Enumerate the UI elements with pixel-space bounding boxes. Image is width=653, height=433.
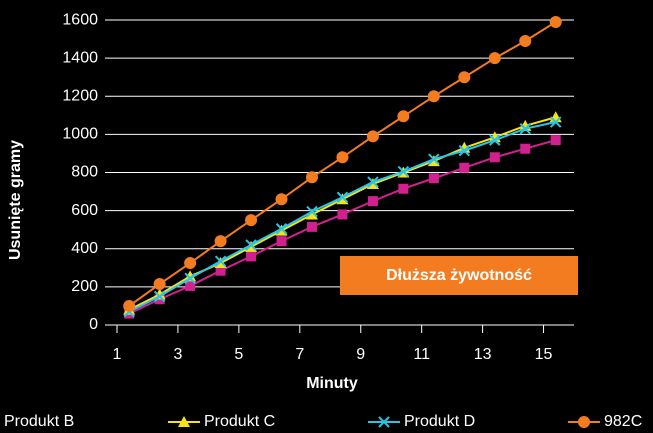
- data-point: [184, 272, 196, 285]
- data-point: [520, 143, 531, 154]
- data-point: [519, 122, 531, 135]
- data-point: [185, 280, 196, 291]
- data-point: [215, 265, 226, 276]
- data-point: [245, 239, 257, 251]
- legend-marker: [378, 416, 390, 428]
- data-point: [550, 135, 561, 146]
- data-point: [336, 151, 349, 164]
- annotation: Dłuższa żywotność: [386, 267, 532, 284]
- y-tick-label: 200: [71, 278, 98, 295]
- data-point: [276, 236, 287, 247]
- data-point: [153, 278, 166, 291]
- x-tick-label: 3: [173, 346, 182, 363]
- y-tick-label: 400: [71, 240, 98, 257]
- data-point: [123, 299, 136, 312]
- x-tick-label: 13: [474, 346, 492, 363]
- data-point: [397, 110, 410, 123]
- x-tick-label: 5: [234, 346, 243, 363]
- y-tick-label: 0: [89, 316, 98, 333]
- data-point: [246, 251, 257, 262]
- data-point: [214, 235, 227, 248]
- data-point: [427, 90, 440, 103]
- legend-label: Produkt D: [404, 413, 475, 430]
- data-point: [306, 221, 317, 232]
- data-point: [458, 71, 471, 84]
- data-point: [305, 208, 318, 220]
- data-point: [275, 193, 288, 206]
- x-tick-label: 1: [113, 346, 122, 363]
- data-point: [519, 35, 532, 48]
- data-point: [489, 152, 500, 163]
- data-point: [153, 290, 166, 303]
- legend-label: Produkt B: [4, 413, 74, 430]
- data-point: [397, 165, 410, 178]
- data-point: [488, 52, 501, 65]
- data-point: [337, 209, 348, 220]
- data-point: [184, 270, 197, 282]
- y-tick-label: 1400: [62, 49, 98, 66]
- data-point: [153, 288, 166, 300]
- data-point: [458, 144, 471, 157]
- data-point: [306, 205, 318, 218]
- annotation-box: [340, 256, 578, 295]
- data-point: [459, 162, 470, 173]
- data-point: [367, 196, 378, 207]
- data-point: [428, 153, 440, 165]
- data-point: [275, 223, 288, 235]
- legend-label: 982C: [604, 413, 642, 430]
- data-point: [214, 255, 227, 267]
- data-point: [398, 183, 409, 194]
- y-tick-label: 800: [71, 164, 98, 181]
- x-tick-label: 7: [295, 346, 304, 363]
- data-point: [367, 176, 379, 188]
- y-tick-label: 1000: [62, 126, 98, 143]
- x-tick-label: 11: [413, 346, 430, 363]
- data-point: [550, 116, 562, 128]
- data-point: [428, 173, 439, 184]
- y-tick-label: 1600: [62, 11, 98, 28]
- data-point: [549, 15, 562, 28]
- data-point: [245, 214, 258, 227]
- data-point: [336, 191, 349, 204]
- data-point: [366, 130, 379, 143]
- legend-marker: [178, 416, 190, 427]
- y-tick-label: 600: [71, 202, 98, 219]
- y-axis-label: Usunięte gramy: [7, 140, 24, 260]
- data-point: [184, 257, 197, 270]
- x-tick-label: 15: [535, 346, 553, 363]
- data-point: [489, 134, 501, 146]
- data-point: [305, 171, 318, 184]
- legend-marker: [578, 416, 590, 428]
- legend-label: Produkt C: [204, 413, 275, 430]
- y-tick-label: 1200: [62, 88, 98, 105]
- x-axis-label: Minuty: [306, 375, 358, 392]
- x-tick-label: 9: [356, 346, 365, 363]
